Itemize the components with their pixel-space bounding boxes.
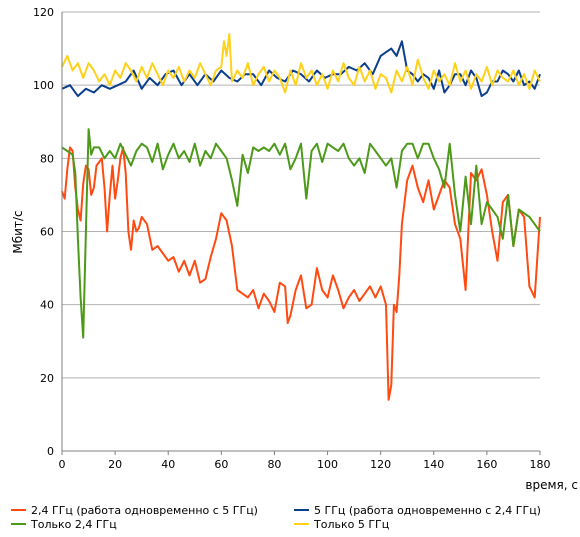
x-tick-label: 160 — [476, 458, 497, 471]
legend-label-series-3: Только 2,4 ГГц — [30, 518, 117, 531]
grid — [62, 11, 540, 379]
series-line-3 — [61, 128, 541, 339]
x-tick-label: 0 — [59, 458, 66, 471]
x-tick-label: 20 — [108, 458, 122, 471]
series-lines — [61, 33, 541, 401]
y-axis-title: Мбит/с — [11, 210, 25, 253]
x-tick-label: 180 — [530, 458, 551, 471]
x-tick-label: 80 — [267, 458, 281, 471]
y-tick-label: 40 — [40, 299, 54, 312]
x-tick-label: 120 — [370, 458, 391, 471]
x-tick-label: 40 — [161, 458, 175, 471]
y-tick-label: 100 — [33, 79, 54, 92]
tick-labels: 0 20 40 60 80 100 120 0 20 40 60 80 100 120 140 160 180 — [33, 6, 551, 471]
legend-label-series-4: Только 5 ГГц — [313, 518, 389, 531]
y-tick-label: 60 — [40, 226, 54, 239]
x-tick-label: 100 — [317, 458, 338, 471]
legend-label-series-2: 5 ГГц (работа одновременно с 2,4 ГГц) — [314, 504, 541, 517]
y-tick-label: 80 — [40, 152, 54, 165]
series-line-4 — [61, 33, 541, 94]
series-line-2 — [61, 40, 541, 98]
legend-label-series-1: 2,4 ГГц (работа одновременно с 5 ГГц) — [31, 504, 258, 517]
y-tick-label: 120 — [33, 6, 54, 19]
y-tick-label: 0 — [47, 445, 54, 458]
x-tick-label: 60 — [214, 458, 228, 471]
series-line-1 — [61, 146, 541, 401]
axes — [61, 12, 540, 452]
y-tick-label: 20 — [40, 372, 54, 385]
legend: 2,4 ГГц (работа одновременно с 5 ГГц) 5 … — [11, 504, 541, 531]
x-tick-label: 140 — [423, 458, 444, 471]
x-axis-title: время, с — [525, 478, 578, 492]
